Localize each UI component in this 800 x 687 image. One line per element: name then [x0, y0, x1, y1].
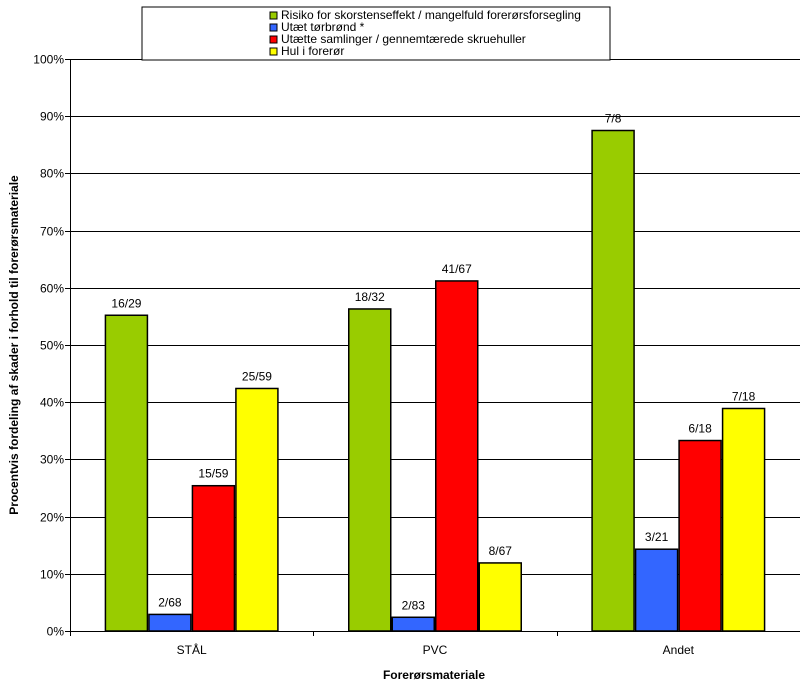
x-tick-label: STÅL: [177, 642, 207, 657]
bar: [634, 548, 679, 632]
legend-box: [141, 6, 611, 61]
bar: [678, 439, 722, 632]
bar-data-label: 15/59: [198, 467, 228, 481]
legend-entry: Utætte samlinger / gennemtærede skruehul…: [281, 32, 526, 46]
bar-data-label: 25/59: [242, 369, 272, 383]
x-tick-label: Andet: [663, 643, 695, 657]
y-tick-label: 50%: [40, 339, 64, 353]
y-tick-label: 40%: [40, 396, 64, 410]
y-tick-label: 70%: [40, 225, 64, 239]
legend-entry: Utæt tørbrønd *: [281, 20, 365, 34]
bar-data-label: 41/67: [442, 262, 472, 276]
bar-data-label: 6/18: [688, 422, 712, 436]
bar-data-label: 2/83: [402, 598, 426, 612]
x-tick-label: PVC: [423, 643, 448, 657]
y-tick-label: 80%: [40, 167, 64, 181]
bar-data-label: 2/68: [158, 595, 182, 609]
bar: [721, 407, 766, 632]
legend-swatch: [269, 11, 278, 20]
legend-entry: Risiko for skorstenseffekt / mangelfuld …: [281, 8, 581, 22]
legend-entry: Hul i forerør: [281, 44, 344, 58]
bar: [235, 387, 279, 632]
legend-swatch: [269, 23, 278, 32]
bar-data-label: 7/8: [605, 112, 622, 126]
bars: [104, 129, 766, 632]
y-tick-label: 90%: [40, 110, 64, 124]
bar: [348, 308, 392, 632]
legend-swatch: [269, 35, 278, 44]
y-tick-label: 10%: [40, 568, 64, 582]
y-tick-label: 30%: [40, 453, 64, 467]
bar-data-label: 16/29: [111, 296, 141, 310]
bar: [104, 314, 149, 632]
axes: 0% 10% 20% 30% 40% 50% 60% 70% 80% 90% 100% STÅL PVC…: [33, 53, 800, 657]
bar-data-label: 18/32: [355, 290, 385, 304]
data-labels: 16/29 2/68 15/59 25/59 18/32 2/83 41/67 8/67 7/8…: [111, 112, 755, 613]
legend-swatch: [269, 47, 278, 56]
x-axis-title: Forerørsmateriale: [383, 668, 485, 682]
bar: [435, 280, 479, 632]
bar: [591, 129, 635, 632]
y-tick-label: 20%: [40, 511, 64, 525]
bar-data-label: 7/18: [732, 389, 756, 403]
y-axis-title: Procentvis fordeling af skader i forhold…: [7, 175, 21, 515]
legend: Risiko for skorstenseffekt / mangelfuld …: [141, 6, 611, 61]
bar: [148, 613, 192, 632]
y-tick-label: 100%: [33, 53, 64, 67]
bar: [391, 616, 435, 632]
y-tick-label: 0%: [47, 625, 65, 639]
y-tick-label: 60%: [40, 282, 64, 296]
bar-data-label: 8/67: [489, 544, 513, 558]
bar: [478, 562, 522, 632]
bar-data-label: 3/21: [645, 530, 669, 544]
bar: [191, 484, 236, 632]
